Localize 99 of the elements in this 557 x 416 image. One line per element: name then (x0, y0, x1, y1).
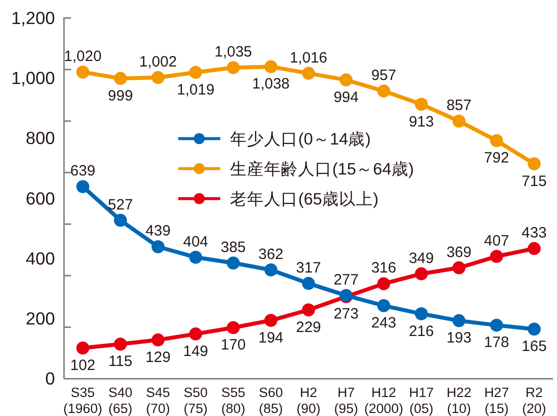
data-label: 369 (446, 244, 472, 261)
data-label: 1,038 (252, 76, 290, 93)
data-label: 362 (258, 246, 284, 263)
data-label: 115 (108, 353, 132, 370)
data-label: 178 (484, 334, 510, 352)
data-label: 715 (522, 172, 547, 190)
x-tick-label: S50 (75) (184, 385, 208, 416)
point (528, 242, 541, 256)
data-label: 170 (220, 336, 246, 354)
y-tick-label: 0 (45, 368, 56, 389)
point (528, 157, 541, 170)
point (264, 60, 278, 74)
data-label: 439 (146, 222, 171, 240)
point (377, 277, 390, 290)
point (264, 263, 278, 276)
x-tick-label: S60 (85) (258, 385, 283, 416)
data-label: 102 (70, 357, 96, 374)
x-tick-label: H22 (10) (446, 385, 472, 416)
x-tick-label: S40 (65) (108, 385, 132, 416)
point (452, 114, 466, 128)
data-label: 792 (484, 150, 510, 167)
y-tick-label: 400 (26, 248, 56, 268)
x-tick-label: H7 (95) (334, 385, 358, 416)
data-label: 243 (371, 314, 396, 332)
data-label: 129 (146, 348, 171, 366)
point (114, 338, 127, 351)
point (226, 321, 240, 334)
data-label: 999 (108, 87, 133, 104)
point (226, 61, 240, 74)
data-label: 1,020 (64, 48, 102, 66)
data-label: 165 (522, 338, 547, 356)
data-label: 1,016 (290, 49, 328, 66)
data-label: 639 (70, 162, 96, 180)
point (377, 84, 390, 98)
data-label: 913 (408, 113, 434, 130)
data-label: 385 (220, 238, 246, 256)
data-label: 407 (484, 232, 510, 250)
point (76, 66, 90, 79)
point (189, 250, 202, 264)
data-label: 194 (258, 329, 284, 346)
x-tick-label: S35 (1960) (63, 385, 102, 416)
x-tick-label: H2 (90) (296, 385, 321, 416)
data-label: 994 (334, 88, 359, 106)
point (414, 307, 428, 320)
data-label: 1,019 (176, 81, 214, 98)
x-tick-label: S45 (70) (146, 385, 170, 416)
point (264, 314, 278, 327)
point (226, 256, 240, 270)
data-label: 149 (183, 342, 208, 360)
point (152, 240, 165, 254)
data-label: 349 (408, 250, 434, 267)
x-tick-label: H27 (15) (484, 385, 509, 416)
point (377, 299, 390, 312)
legend-label: 年少人口(0～14歳) (230, 130, 371, 149)
data-label: 1,002 (139, 54, 177, 71)
data-label: 273 (334, 306, 359, 323)
point (490, 250, 504, 263)
y-tick-label: 200 (26, 308, 56, 329)
point (452, 314, 466, 328)
legend-label: 生産年齢人口(15～64歳) (230, 160, 414, 179)
point (302, 66, 315, 80)
point (414, 98, 428, 111)
point (189, 327, 202, 340)
point (452, 261, 466, 274)
point (490, 318, 504, 332)
x-tick-label: S55 (80) (221, 385, 246, 416)
point (152, 333, 165, 346)
y-tick-label: 1,000 (11, 68, 56, 88)
data-label: 1,035 (214, 44, 252, 61)
x-tick-label: H17 (05) (408, 385, 434, 416)
legend-label: 老年人口(65歳以上) (230, 190, 379, 209)
point (152, 71, 165, 84)
data-label: 527 (108, 196, 133, 214)
data-label: 404 (183, 233, 208, 250)
point (302, 276, 315, 290)
point (76, 342, 90, 355)
point (76, 180, 90, 194)
data-label: 433 (522, 224, 547, 242)
y-tick-label: 800 (26, 128, 56, 148)
y-tick-label: 1,200 (11, 8, 56, 28)
y-tick-label: 600 (26, 188, 56, 208)
data-label: 193 (446, 330, 472, 347)
point (340, 73, 353, 86)
point (114, 214, 127, 227)
data-label: 216 (408, 322, 434, 340)
data-label: 316 (371, 260, 396, 277)
data-label: 857 (446, 97, 472, 114)
point (189, 66, 202, 79)
point (302, 303, 315, 316)
data-label: 229 (296, 318, 322, 336)
data-label: 277 (334, 271, 359, 288)
x-tick-label: H12 (2000) (364, 385, 404, 416)
point (414, 267, 428, 280)
data-label: 957 (371, 67, 396, 84)
point (528, 322, 541, 336)
point (490, 134, 504, 148)
x-tick-label: R2 (20) (522, 385, 546, 416)
data-label: 317 (296, 259, 322, 276)
point (114, 72, 127, 85)
